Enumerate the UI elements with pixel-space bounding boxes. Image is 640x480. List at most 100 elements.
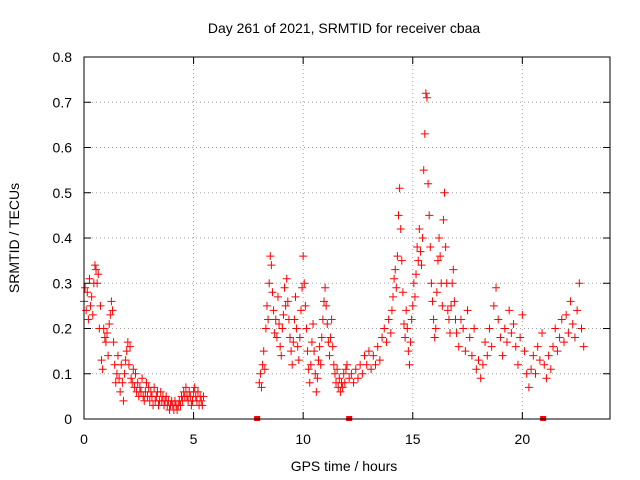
data-point	[327, 315, 336, 324]
data-point	[162, 392, 171, 401]
y-tick-label: 0.1	[53, 366, 73, 382]
data-point	[257, 383, 266, 392]
data-point	[127, 374, 136, 383]
data-point	[113, 351, 122, 360]
data-point	[120, 369, 129, 378]
data-point	[429, 315, 438, 324]
data-point	[367, 365, 376, 374]
data-point	[450, 297, 459, 306]
data-point	[448, 279, 457, 288]
data-point	[579, 342, 588, 351]
data-point	[489, 301, 498, 310]
data-point	[362, 360, 371, 369]
data-point	[371, 360, 380, 369]
data-point	[573, 306, 582, 315]
data-point	[260, 365, 269, 374]
data-point	[258, 360, 267, 369]
data-point	[500, 324, 509, 333]
data-point	[542, 374, 551, 383]
data-point	[271, 315, 280, 324]
data-point	[527, 365, 536, 374]
data-point	[396, 224, 405, 233]
data-point	[269, 306, 278, 315]
data-point	[341, 365, 350, 374]
ticks: 0 0.1 0.2 0.3 0.4 0.5 0.6 0.7 0.8 0 5 10 15 20	[53, 49, 610, 447]
data-point	[540, 360, 549, 369]
data-point	[338, 383, 347, 392]
data-point	[393, 252, 402, 261]
data-point	[507, 329, 516, 338]
data-point	[422, 93, 431, 102]
data-point	[81, 283, 90, 292]
data-point	[364, 347, 373, 356]
data-point	[412, 270, 421, 279]
data-point	[93, 279, 102, 288]
data-point	[549, 342, 558, 351]
data-point	[397, 256, 406, 265]
y-tick-label: 0.7	[53, 94, 73, 110]
data-point	[255, 378, 264, 387]
data-point	[315, 342, 324, 351]
data-point	[494, 315, 503, 324]
data-point	[465, 333, 474, 342]
x-tick-label: 0	[80, 431, 88, 447]
data-point	[413, 243, 422, 252]
data-point	[117, 360, 126, 369]
data-point	[384, 315, 393, 324]
data-point	[119, 396, 128, 405]
data-point	[502, 338, 511, 347]
data-point	[333, 365, 342, 374]
data-point	[481, 338, 490, 347]
data-point	[318, 315, 327, 324]
data-point	[323, 319, 332, 328]
data-point	[553, 347, 562, 356]
data-point	[447, 301, 456, 310]
y-tick-label: 0.6	[53, 140, 73, 156]
data-point	[421, 89, 430, 98]
data-point	[289, 338, 298, 347]
data-point	[173, 405, 182, 414]
data-point	[190, 383, 199, 392]
data-point	[524, 383, 533, 392]
data-point	[564, 329, 573, 338]
data-point	[99, 324, 108, 333]
data-point	[406, 338, 415, 347]
data-point	[261, 324, 270, 333]
data-point	[336, 387, 345, 396]
data-point	[288, 360, 297, 369]
data-point	[135, 383, 144, 392]
data-point	[398, 288, 407, 297]
data-point	[330, 369, 339, 378]
data-point	[420, 129, 429, 138]
data-point	[105, 319, 114, 328]
data-point	[345, 374, 354, 383]
data-point	[187, 401, 196, 410]
data-point	[100, 333, 109, 342]
data-point	[387, 306, 396, 315]
data-point	[485, 324, 494, 333]
data-point	[325, 351, 334, 360]
data-point	[263, 301, 272, 310]
data-point	[97, 356, 106, 365]
data-point	[256, 369, 265, 378]
data-point	[287, 347, 296, 356]
y-tick-label: 0.3	[53, 275, 73, 291]
data-point	[461, 347, 470, 356]
data-point	[103, 329, 112, 338]
data-point	[522, 369, 531, 378]
data-point	[395, 184, 404, 193]
data-point	[382, 338, 391, 347]
data-point	[116, 387, 125, 396]
data-point	[478, 360, 487, 369]
data-point	[302, 324, 311, 333]
data-point	[118, 378, 127, 387]
data-point	[142, 378, 151, 387]
data-point	[401, 333, 410, 342]
grid	[84, 57, 610, 419]
data-point	[319, 297, 328, 306]
data-point	[176, 401, 185, 410]
data-point	[94, 270, 103, 279]
data-point	[378, 333, 387, 342]
x-tick-label: 10	[295, 431, 311, 447]
